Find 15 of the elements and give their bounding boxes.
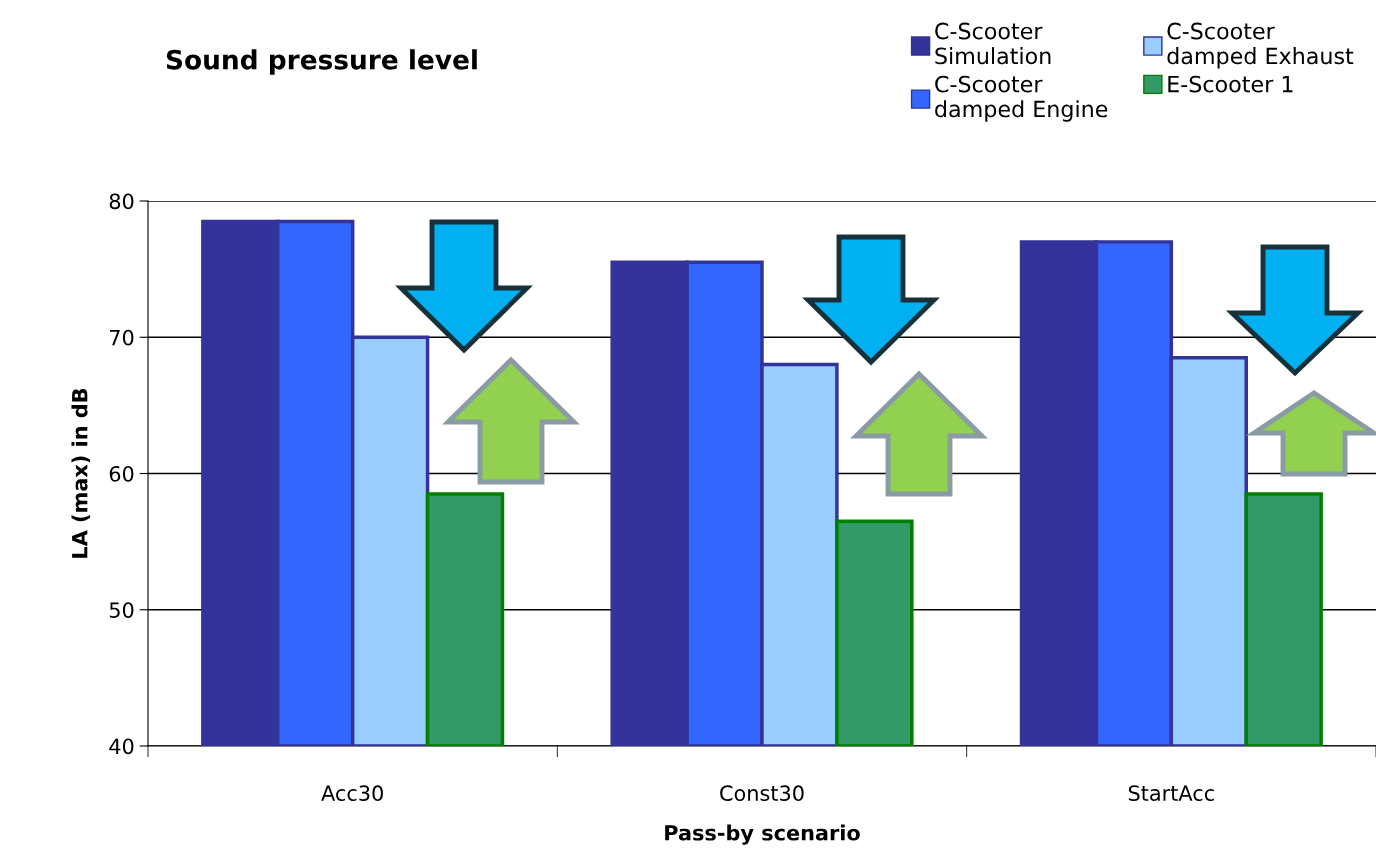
- legend-label: C-Scooter Simulation: [935, 22, 1051, 65]
- y-tick-label: 80: [109, 193, 134, 210]
- y-tick-label: 70: [110, 329, 134, 346]
- chart-title: Sound pressure level: [166, 49, 477, 75]
- legend-label: E-Scooter 1: [1168, 75, 1293, 93]
- y-tick-label: 60: [109, 465, 134, 482]
- y-tick-label: 50: [109, 602, 134, 618]
- legend-label: C-Scooter damped Engine: [935, 75, 1108, 122]
- x-tick-label: StartAcc: [1128, 785, 1214, 802]
- y-axis-title: LA (max) in dB: [71, 388, 91, 558]
- x-axis-title: Pass-by scenario: [665, 824, 860, 845]
- legend-label: C-Scooter damped Exhaust: [1167, 22, 1354, 69]
- y-tick-label: 40: [109, 738, 134, 755]
- x-tick-label: Const30: [720, 785, 804, 802]
- x-tick-label: Acc30: [321, 785, 383, 802]
